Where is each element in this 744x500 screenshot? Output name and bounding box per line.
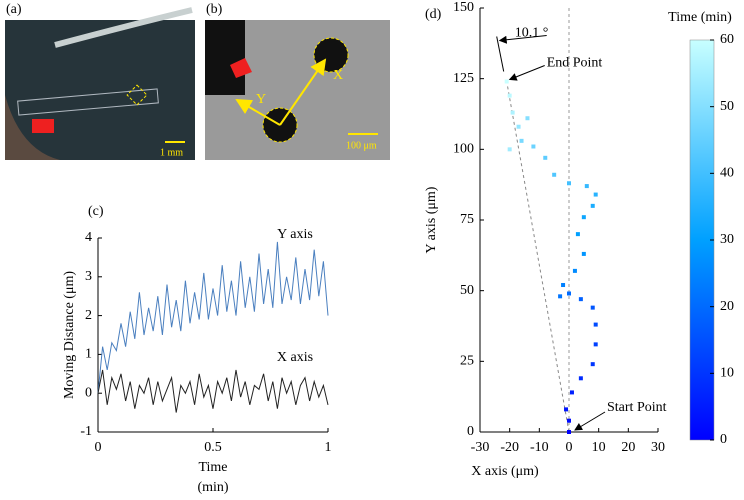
point — [543, 155, 548, 160]
y-tick-label: 50 — [460, 283, 474, 298]
x-tick-label: 20 — [621, 440, 635, 455]
point — [567, 291, 571, 296]
y-tick-label: 0 — [467, 424, 474, 439]
x-axis-label: Time — [198, 460, 227, 475]
panel-label: (d) — [425, 7, 442, 22]
series-label: X axis — [277, 350, 313, 365]
y-tick-label: 0 — [85, 385, 92, 400]
point — [507, 93, 512, 98]
panel-label: (b) — [206, 2, 223, 17]
point — [516, 124, 521, 129]
point — [575, 232, 580, 237]
x-tick-label: -30 — [471, 440, 490, 455]
y-tick-label: 100 — [453, 142, 474, 157]
x-tick-label: 30 — [651, 440, 665, 455]
point — [567, 418, 571, 423]
x-axis-label: X axis (μm) — [471, 464, 539, 479]
photo-b: X Y 100 μm — [205, 20, 390, 160]
photo-a: 1 mm — [5, 7, 195, 160]
point — [510, 110, 515, 115]
colorbar-tick-label: 50 — [720, 99, 734, 114]
x-tick-label: 1 — [325, 440, 332, 455]
x-tick-label: 10 — [592, 440, 606, 455]
x-tick-label: -10 — [530, 440, 549, 455]
point — [552, 172, 557, 177]
x-axis-label: (min) — [197, 480, 228, 495]
y-tick-label: 4 — [85, 230, 92, 245]
annotation: End Point — [547, 56, 603, 71]
point — [567, 181, 571, 186]
y-tick-label: 1 — [85, 347, 92, 362]
y-axis-label: Y axis (μm) — [424, 186, 439, 253]
line-series — [97, 241, 329, 394]
colorbar-tick-label: 40 — [720, 166, 734, 181]
point — [578, 297, 583, 302]
point — [590, 203, 595, 208]
colorbar-tick-label: 30 — [720, 232, 734, 247]
arrow-label: X — [333, 68, 343, 83]
point — [558, 294, 563, 299]
point — [507, 147, 512, 152]
point — [581, 215, 586, 220]
point — [581, 251, 586, 256]
y-tick-label: 125 — [453, 71, 474, 86]
y-axis-label: Moving Distance (μm) — [62, 271, 77, 399]
point — [590, 305, 595, 310]
point — [593, 342, 598, 347]
start-arrow — [574, 411, 606, 431]
angle-arrow — [498, 34, 547, 44]
series-label: Y axis — [277, 227, 313, 242]
colorbar-tick-label: 10 — [720, 366, 734, 381]
x-tick-label: 0 — [566, 440, 573, 455]
y-tick-label: 150 — [453, 0, 474, 15]
point — [504, 79, 509, 84]
drift-line — [506, 81, 570, 433]
point — [564, 407, 569, 412]
colorbar-tick-label: 60 — [720, 32, 734, 47]
y-tick-label: 25 — [460, 354, 474, 369]
panel-label: (a) — [6, 2, 22, 17]
annotation: Start Point — [607, 400, 667, 415]
angle-bar — [496, 36, 505, 72]
point — [561, 283, 566, 288]
point — [525, 116, 530, 121]
point — [572, 268, 577, 273]
point — [519, 138, 524, 143]
scale-bar-label: 100 μm — [346, 140, 377, 151]
line-series — [97, 369, 329, 413]
point — [593, 192, 598, 197]
point — [531, 144, 536, 149]
y-tick-label: 3 — [85, 269, 92, 284]
arrow-label: Y — [256, 92, 266, 107]
point — [590, 362, 595, 367]
point — [593, 322, 598, 327]
x-tick-label: 0 — [95, 440, 102, 455]
point — [569, 390, 574, 395]
end-arrow — [508, 65, 545, 81]
point — [567, 430, 571, 434]
panel-label: (c) — [88, 204, 104, 219]
y-tick-label: -1 — [80, 424, 92, 439]
point — [584, 184, 589, 189]
colorbar-tick-label: 0 — [720, 432, 727, 447]
point — [578, 376, 583, 381]
scale-bar-label: 1 mm — [160, 147, 183, 158]
y-tick-label: 75 — [460, 212, 474, 227]
x-tick-label: -20 — [500, 440, 519, 455]
colorbar-tick-label: 20 — [720, 299, 734, 314]
x-tick-label: 0.5 — [204, 440, 222, 455]
y-tick-label: 2 — [85, 308, 92, 323]
annotation: 10.1 ° — [515, 26, 549, 41]
colorbar-title: Time (min) — [668, 10, 732, 25]
